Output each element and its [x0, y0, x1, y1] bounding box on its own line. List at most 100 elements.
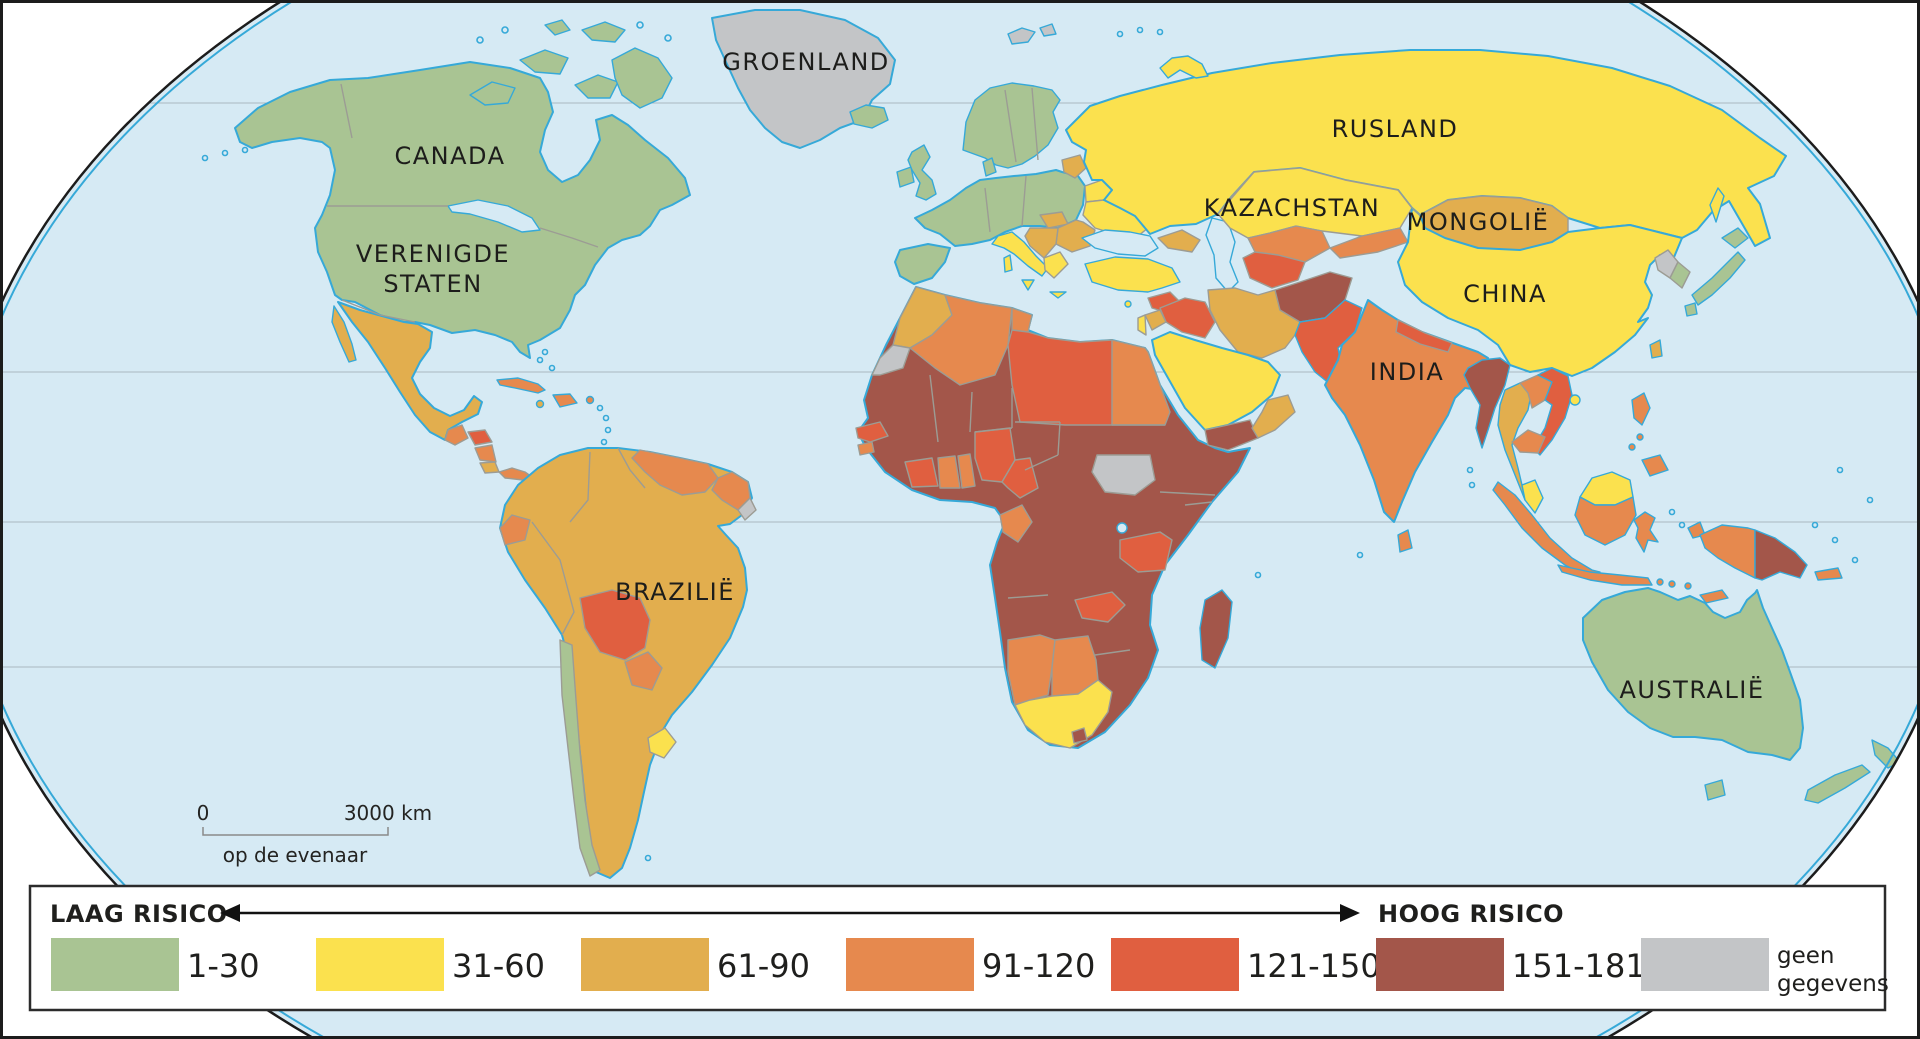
country-jamaica	[535, 399, 545, 409]
country-lesotho	[1071, 727, 1088, 744]
swatch-121-150	[1111, 938, 1239, 991]
country-south-sudan	[1091, 454, 1156, 496]
country-ivory-coast	[904, 457, 939, 488]
legend: LAAG RISICO HOOG RISICO 1-30 31-60 61-90…	[28, 884, 1889, 1012]
sulawesi	[1633, 511, 1659, 553]
label-staten: STATEN	[383, 270, 482, 298]
hainan	[1569, 394, 1581, 406]
great-lakes	[447, 199, 541, 233]
country-vietnam	[1532, 367, 1573, 456]
scale-bracket	[202, 827, 389, 836]
europe-inner-borders	[906, 175, 1027, 281]
country-china	[1397, 207, 1683, 377]
scale-caption: op de evenaar	[223, 843, 368, 867]
asia-inner-borders	[1217, 171, 1421, 216]
country-iraq	[1159, 297, 1216, 339]
country-hispaniola	[552, 393, 578, 408]
country-cuba	[496, 377, 546, 394]
scandinavia-borders	[1004, 87, 1039, 163]
legend-low-label: LAAG RISICO	[50, 900, 228, 928]
europe-mainland	[914, 169, 1086, 247]
country-south-africa	[1014, 679, 1113, 749]
novaya-zemlya	[1159, 55, 1209, 79]
falkland-islands	[644, 854, 652, 862]
cyprus	[1124, 300, 1132, 308]
country-iberia	[894, 243, 951, 285]
indian-ocean-specks	[1254, 466, 1874, 579]
country-israel	[1137, 314, 1147, 336]
swatch-no-data	[1641, 938, 1769, 991]
label-verenigde: VERENIGDE	[356, 240, 510, 268]
label-mongolie: MONGOLIË	[1407, 207, 1550, 236]
label-groenland: GROENLAND	[722, 48, 890, 76]
sardinia	[1003, 254, 1013, 273]
taiwan	[1649, 339, 1663, 359]
swatch-151-181	[1376, 938, 1504, 991]
legend-arrow	[220, 904, 1360, 922]
country-tanzania	[1119, 531, 1173, 573]
label-brazilie: BRAZILIË	[615, 577, 735, 606]
black-sea	[1081, 229, 1159, 257]
country-venezuela	[631, 449, 719, 496]
country-uk	[907, 144, 937, 201]
scale-bar: 0 3000 km op de evenaar	[197, 801, 433, 867]
sicily	[1021, 279, 1035, 291]
country-turkey	[1084, 256, 1181, 293]
country-italy	[991, 231, 1049, 277]
country-chile	[559, 639, 601, 877]
swatch-91-120	[846, 938, 974, 991]
country-nepal	[1395, 319, 1453, 353]
country-iceland	[849, 104, 889, 129]
country-cambodia	[1511, 429, 1546, 454]
range-31-60: 31-60	[452, 947, 545, 985]
range-91-120: 91-120	[982, 947, 1095, 985]
country-japan	[1684, 227, 1749, 317]
label-australie: AUSTRALIË	[1619, 675, 1764, 704]
country-bolivia	[579, 589, 651, 661]
arctic-russian-islands	[1007, 23, 1164, 45]
lake-victoria	[1116, 522, 1128, 534]
crete	[1049, 291, 1067, 299]
caspian-sea	[1205, 217, 1239, 293]
papua-new-guinea	[1754, 529, 1808, 581]
country-australia	[1582, 587, 1804, 761]
baltic-states	[1061, 154, 1087, 179]
java	[1557, 564, 1653, 586]
country-myanmar	[1463, 357, 1511, 449]
label-canada: CANADA	[394, 142, 505, 170]
label-rusland: RUSLAND	[1332, 115, 1459, 143]
swatch-1-30	[51, 938, 179, 991]
country-paraguay	[624, 651, 663, 691]
sa-inner-borders	[531, 447, 646, 636]
togo-benin	[957, 453, 976, 489]
sakhalin	[1709, 187, 1725, 223]
central-america	[444, 424, 533, 481]
country-malaysia-peninsular	[1521, 479, 1544, 514]
europe	[894, 82, 1149, 299]
indonesia-philippines	[1492, 392, 1859, 604]
guinea-bissau	[857, 441, 875, 456]
country-ghana	[937, 455, 961, 489]
country-zambia	[1074, 591, 1126, 623]
range-151-181: 151-181	[1512, 947, 1646, 985]
country-madagascar	[1199, 589, 1233, 669]
country-ecuador	[499, 514, 531, 546]
scale-start: 0	[197, 801, 210, 825]
africa-inner-borders	[929, 374, 1216, 656]
country-oman	[1251, 394, 1296, 439]
range-61-90: 61-90	[717, 947, 810, 985]
tasmania	[1704, 779, 1726, 801]
label-india: INDIA	[1370, 358, 1445, 386]
arrow-right-head	[1340, 904, 1360, 922]
country-uruguay	[647, 727, 677, 759]
arctic-islands	[201, 19, 673, 162]
country-sri-lanka	[1397, 529, 1413, 553]
no-data-line2: gegevens	[1777, 971, 1889, 997]
country-gabon	[999, 504, 1033, 543]
country-senegal	[855, 421, 889, 443]
label-kazachstan: KAZACHSTAN	[1204, 194, 1380, 222]
country-turkmenistan	[1242, 251, 1306, 289]
swatch-61-90	[581, 938, 709, 991]
